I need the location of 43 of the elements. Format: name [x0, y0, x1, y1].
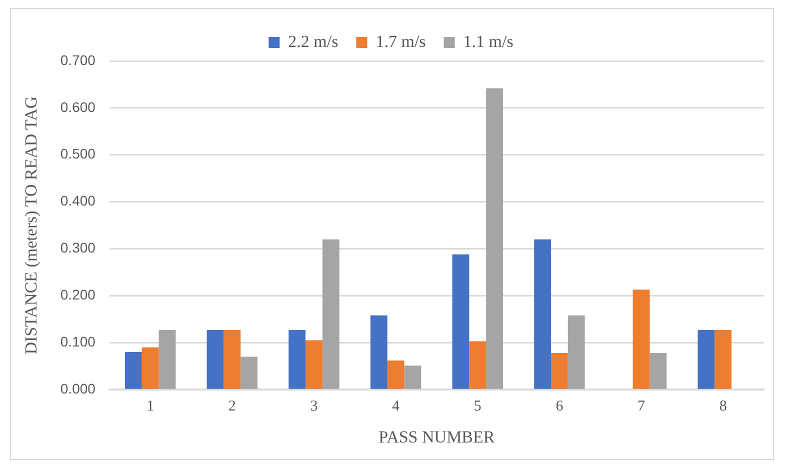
bar	[650, 352, 667, 389]
x-tick-label: 6	[556, 398, 564, 415]
bar	[306, 340, 322, 389]
x-tick-label: 8	[719, 398, 727, 415]
y-tick-label: 0.300	[60, 240, 96, 256]
bar	[322, 239, 340, 389]
y-tick-label: 0.600	[60, 98, 96, 115]
bar	[206, 330, 224, 389]
bar	[124, 352, 142, 389]
bar	[158, 330, 176, 389]
y-tick-label: 0.200	[60, 286, 96, 303]
x-tick-label: 3	[310, 398, 318, 415]
bar	[370, 315, 388, 389]
bar	[632, 290, 650, 389]
bar	[550, 352, 568, 389]
x-tick-label: 4	[392, 398, 400, 415]
bar	[486, 88, 503, 389]
bar	[224, 330, 241, 389]
bar	[288, 330, 306, 389]
bar	[452, 254, 470, 389]
bar	[534, 239, 551, 389]
y-axis-title: DISTANCE (meters) TO READ TAG	[22, 96, 41, 354]
x-axis-title: PASS NUMBER	[378, 427, 496, 446]
x-tick-label: 7	[638, 398, 646, 415]
bar	[568, 315, 585, 389]
x-tick-label: 5	[474, 398, 482, 415]
x-tick-label: 1	[146, 398, 154, 415]
legend-label: 2.2 m/s	[288, 32, 338, 51]
legend-label: 1.7 m/s	[376, 32, 426, 51]
y-tick-label: 0.100	[60, 334, 96, 350]
x-tick-label: 2	[228, 398, 236, 415]
y-tick-label: 0.400	[60, 192, 96, 209]
bar	[142, 347, 159, 389]
bar	[698, 330, 715, 389]
y-tick-label: 0.500	[60, 146, 96, 162]
bar	[387, 360, 404, 389]
y-tick-label: 0.000	[60, 380, 96, 396]
legend-label: 1.1 m/s	[463, 32, 514, 51]
bar	[240, 356, 258, 389]
bar	[469, 341, 486, 389]
bar	[404, 366, 422, 389]
y-tick-label: 0.700	[60, 52, 96, 68]
bar	[714, 330, 732, 389]
